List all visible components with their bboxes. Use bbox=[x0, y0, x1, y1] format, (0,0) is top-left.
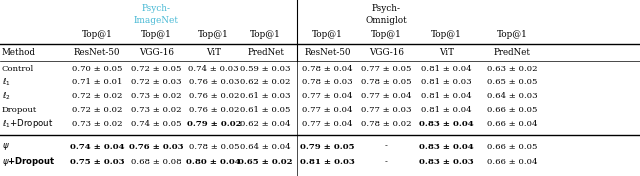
Text: Top@1: Top@1 bbox=[250, 30, 281, 39]
Text: 0.78 ± 0.05: 0.78 ± 0.05 bbox=[189, 143, 239, 151]
Text: ResNet-50: ResNet-50 bbox=[305, 48, 351, 57]
Text: 0.66 ± 0.04: 0.66 ± 0.04 bbox=[487, 120, 537, 128]
Text: 0.59 ± 0.03: 0.59 ± 0.03 bbox=[241, 65, 291, 73]
Text: 0.64 ± 0.04: 0.64 ± 0.04 bbox=[240, 143, 291, 151]
Text: PredNet: PredNet bbox=[493, 48, 531, 57]
Text: $\ell_1$: $\ell_1$ bbox=[2, 77, 11, 88]
Text: Method: Method bbox=[2, 48, 36, 57]
Text: 0.73 ± 0.02: 0.73 ± 0.02 bbox=[131, 106, 181, 114]
Text: 0.72 ± 0.05: 0.72 ± 0.05 bbox=[131, 65, 181, 73]
Text: 0.81 ± 0.03: 0.81 ± 0.03 bbox=[421, 78, 472, 86]
Text: Psych-: Psych- bbox=[141, 4, 171, 13]
Text: 0.71 ± 0.01: 0.71 ± 0.01 bbox=[72, 78, 122, 86]
Text: 0.62 ± 0.02: 0.62 ± 0.02 bbox=[241, 78, 291, 86]
Text: 0.66 ± 0.05: 0.66 ± 0.05 bbox=[487, 106, 537, 114]
Text: 0.83 ± 0.04: 0.83 ± 0.04 bbox=[419, 143, 474, 151]
Text: $\psi$: $\psi$ bbox=[2, 141, 10, 152]
Text: Top@1: Top@1 bbox=[198, 30, 229, 39]
Text: -: - bbox=[385, 143, 388, 151]
Text: 0.70 ± 0.05: 0.70 ± 0.05 bbox=[72, 65, 122, 73]
Text: 0.76 ± 0.02: 0.76 ± 0.02 bbox=[189, 106, 239, 114]
Text: PredNet: PredNet bbox=[247, 48, 284, 57]
Text: 0.80 ± 0.04: 0.80 ± 0.04 bbox=[186, 158, 241, 166]
Text: Top@1: Top@1 bbox=[141, 30, 172, 39]
Text: $\psi$+Dropout: $\psi$+Dropout bbox=[2, 155, 56, 168]
Text: 0.66 ± 0.04: 0.66 ± 0.04 bbox=[487, 158, 537, 166]
Text: ResNet-50: ResNet-50 bbox=[74, 48, 120, 57]
Text: $\ell_2$: $\ell_2$ bbox=[2, 90, 11, 102]
Text: 0.63 ± 0.02: 0.63 ± 0.02 bbox=[487, 65, 537, 73]
Text: 0.74 ± 0.03: 0.74 ± 0.03 bbox=[188, 65, 239, 73]
Text: ViT: ViT bbox=[439, 48, 454, 57]
Text: 0.77 ± 0.04: 0.77 ± 0.04 bbox=[303, 120, 353, 128]
Text: VGG-16: VGG-16 bbox=[139, 48, 173, 57]
Text: ImageNet: ImageNet bbox=[134, 16, 179, 25]
Text: VGG-16: VGG-16 bbox=[369, 48, 404, 57]
Text: $\ell_1$+Dropout: $\ell_1$+Dropout bbox=[2, 117, 53, 130]
Text: Top@1: Top@1 bbox=[497, 30, 527, 39]
Text: 0.83 ± 0.03: 0.83 ± 0.03 bbox=[419, 158, 474, 166]
Text: 0.78 ± 0.04: 0.78 ± 0.04 bbox=[302, 65, 353, 73]
Text: Top@1: Top@1 bbox=[82, 30, 113, 39]
Text: Top@1: Top@1 bbox=[431, 30, 462, 39]
Text: 0.81 ± 0.03: 0.81 ± 0.03 bbox=[300, 158, 355, 166]
Text: 0.74 ± 0.05: 0.74 ± 0.05 bbox=[131, 120, 181, 128]
Text: 0.77 ± 0.04: 0.77 ± 0.04 bbox=[362, 92, 412, 100]
Text: 0.65 ± 0.05: 0.65 ± 0.05 bbox=[487, 78, 537, 86]
Text: 0.83 ± 0.04: 0.83 ± 0.04 bbox=[419, 120, 474, 128]
Text: 0.77 ± 0.05: 0.77 ± 0.05 bbox=[362, 65, 412, 73]
Text: ViT: ViT bbox=[206, 48, 221, 57]
Text: 0.78 ± 0.05: 0.78 ± 0.05 bbox=[362, 78, 412, 86]
Text: 0.73 ± 0.02: 0.73 ± 0.02 bbox=[131, 92, 181, 100]
Text: 0.74 ± 0.04: 0.74 ± 0.04 bbox=[70, 143, 125, 151]
Text: 0.75 ± 0.03: 0.75 ± 0.03 bbox=[70, 158, 125, 166]
Text: 0.65 ± 0.02: 0.65 ± 0.02 bbox=[238, 158, 293, 166]
Text: Top@1: Top@1 bbox=[371, 30, 402, 39]
Text: 0.72 ± 0.02: 0.72 ± 0.02 bbox=[72, 106, 122, 114]
Text: 0.68 ± 0.08: 0.68 ± 0.08 bbox=[131, 158, 182, 166]
Text: 0.76 ± 0.02: 0.76 ± 0.02 bbox=[189, 92, 239, 100]
Text: 0.78 ± 0.03: 0.78 ± 0.03 bbox=[302, 78, 353, 86]
Text: 0.64 ± 0.03: 0.64 ± 0.03 bbox=[486, 92, 538, 100]
Text: 0.78 ± 0.02: 0.78 ± 0.02 bbox=[362, 120, 412, 128]
Text: 0.61 ± 0.03: 0.61 ± 0.03 bbox=[241, 92, 291, 100]
Text: 0.77 ± 0.04: 0.77 ± 0.04 bbox=[303, 106, 353, 114]
Text: 0.73 ± 0.02: 0.73 ± 0.02 bbox=[72, 120, 122, 128]
Text: 0.62 ± 0.04: 0.62 ± 0.04 bbox=[241, 120, 291, 128]
Text: Omniglot: Omniglot bbox=[365, 16, 408, 25]
Text: 0.72 ± 0.02: 0.72 ± 0.02 bbox=[72, 92, 122, 100]
Text: 0.81 ± 0.04: 0.81 ± 0.04 bbox=[421, 92, 472, 100]
Text: 0.76 ± 0.03: 0.76 ± 0.03 bbox=[129, 143, 184, 151]
Text: Control: Control bbox=[2, 65, 34, 73]
Text: 0.72 ± 0.03: 0.72 ± 0.03 bbox=[131, 78, 181, 86]
Text: 0.77 ± 0.03: 0.77 ± 0.03 bbox=[362, 106, 412, 114]
Text: 0.61 ± 0.05: 0.61 ± 0.05 bbox=[241, 106, 291, 114]
Text: Top@1: Top@1 bbox=[312, 30, 343, 39]
Text: 0.81 ± 0.04: 0.81 ± 0.04 bbox=[421, 65, 472, 73]
Text: -: - bbox=[385, 158, 388, 166]
Text: 0.79 ± 0.02: 0.79 ± 0.02 bbox=[186, 120, 241, 128]
Text: Psych-: Psych- bbox=[372, 4, 401, 13]
Text: 0.79 ± 0.05: 0.79 ± 0.05 bbox=[300, 143, 355, 151]
Text: 0.81 ± 0.04: 0.81 ± 0.04 bbox=[421, 106, 472, 114]
Text: 0.76 ± 0.03: 0.76 ± 0.03 bbox=[189, 78, 239, 86]
Text: Dropout: Dropout bbox=[2, 106, 37, 114]
Text: 0.66 ± 0.05: 0.66 ± 0.05 bbox=[487, 143, 537, 151]
Text: 0.77 ± 0.04: 0.77 ± 0.04 bbox=[303, 92, 353, 100]
